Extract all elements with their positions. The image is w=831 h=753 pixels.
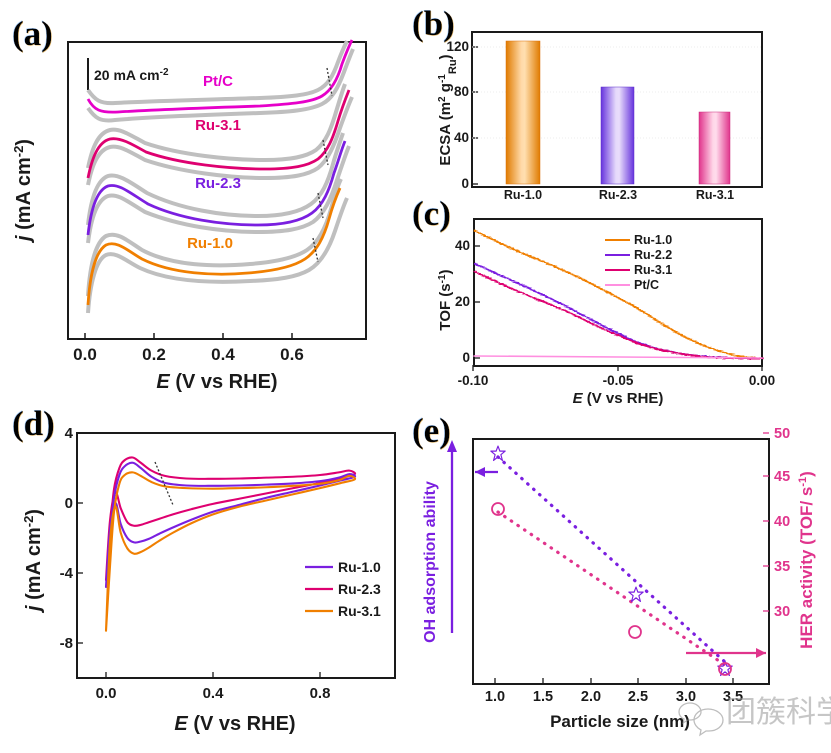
svg-text:-0.05: -0.05 xyxy=(603,373,634,388)
svg-text:3.0: 3.0 xyxy=(676,689,696,705)
svg-text:Pt/C: Pt/C xyxy=(634,278,659,292)
svg-text:Ru-3.1: Ru-3.1 xyxy=(696,188,734,202)
svg-text:0.0: 0.0 xyxy=(73,345,97,364)
svg-text:E (V vs RHE): E (V vs RHE) xyxy=(573,390,664,407)
svg-text:HER activity (TOF/ s-1): HER activity (TOF/ s-1) xyxy=(797,471,816,649)
svg-text:(d): (d) xyxy=(12,404,55,443)
svg-text:40: 40 xyxy=(455,238,470,253)
svg-text:E (V vs RHE): E (V vs RHE) xyxy=(156,371,277,393)
svg-text:20 mA cm-2: 20 mA cm-2 xyxy=(94,67,169,84)
svg-text:2.0: 2.0 xyxy=(581,689,601,705)
svg-text:40: 40 xyxy=(774,514,790,530)
svg-text:Ru-2.3: Ru-2.3 xyxy=(195,175,241,192)
svg-text:(b): (b) xyxy=(412,4,455,43)
svg-text:-8: -8 xyxy=(60,635,73,652)
svg-text:0: 0 xyxy=(461,176,469,191)
svg-text:Ru-2.2: Ru-2.2 xyxy=(634,248,672,262)
svg-text:Ru-1.0: Ru-1.0 xyxy=(187,235,233,252)
svg-text:Ru-1.0: Ru-1.0 xyxy=(504,188,542,202)
svg-text:Ru-3.1: Ru-3.1 xyxy=(195,117,241,134)
svg-text:0.4: 0.4 xyxy=(211,345,235,364)
svg-text:(a): (a) xyxy=(12,14,53,53)
svg-text:-0.10: -0.10 xyxy=(458,373,489,388)
svg-text:Pt/C: Pt/C xyxy=(203,73,233,90)
svg-text:35: 35 xyxy=(774,559,790,575)
svg-text:1.0: 1.0 xyxy=(485,689,505,705)
svg-text:2.5: 2.5 xyxy=(628,689,648,705)
svg-text:0.2: 0.2 xyxy=(142,345,166,364)
svg-text:Ru-2.3: Ru-2.3 xyxy=(599,188,637,202)
svg-text:30: 30 xyxy=(774,604,790,620)
svg-text:0.6: 0.6 xyxy=(280,345,304,364)
svg-text:(c): (c) xyxy=(412,194,451,233)
svg-text:Particle size (nm): Particle size (nm) xyxy=(550,712,690,731)
svg-text:0.0: 0.0 xyxy=(96,685,117,702)
svg-text:Ru-1.0: Ru-1.0 xyxy=(634,233,672,247)
svg-text:Ru-1.0: Ru-1.0 xyxy=(338,559,381,575)
svg-text:0: 0 xyxy=(65,495,73,512)
svg-text:0.4: 0.4 xyxy=(203,685,225,702)
svg-text:Ru-3.1: Ru-3.1 xyxy=(338,603,381,619)
svg-text:20: 20 xyxy=(455,294,470,309)
svg-text:0.8: 0.8 xyxy=(310,685,331,702)
svg-text:OH adsorption ability: OH adsorption ability xyxy=(422,481,439,643)
svg-text:Ru-2.3: Ru-2.3 xyxy=(338,581,381,597)
svg-text:0: 0 xyxy=(462,350,470,365)
svg-text:4: 4 xyxy=(65,425,74,442)
svg-text:0.00: 0.00 xyxy=(749,373,775,388)
svg-text:-4: -4 xyxy=(60,565,74,582)
svg-text:50: 50 xyxy=(774,426,790,442)
svg-text:团簇科学: 团簇科学 xyxy=(726,696,831,729)
svg-text:120: 120 xyxy=(446,39,469,54)
svg-text:E (V vs RHE): E (V vs RHE) xyxy=(174,713,295,735)
svg-text:Ru-3.1: Ru-3.1 xyxy=(634,263,672,277)
svg-text:40: 40 xyxy=(454,130,469,145)
svg-text:45: 45 xyxy=(774,469,790,485)
svg-text:1.5: 1.5 xyxy=(533,689,553,705)
svg-text:80: 80 xyxy=(454,84,469,99)
svg-text:(e): (e) xyxy=(412,411,451,450)
